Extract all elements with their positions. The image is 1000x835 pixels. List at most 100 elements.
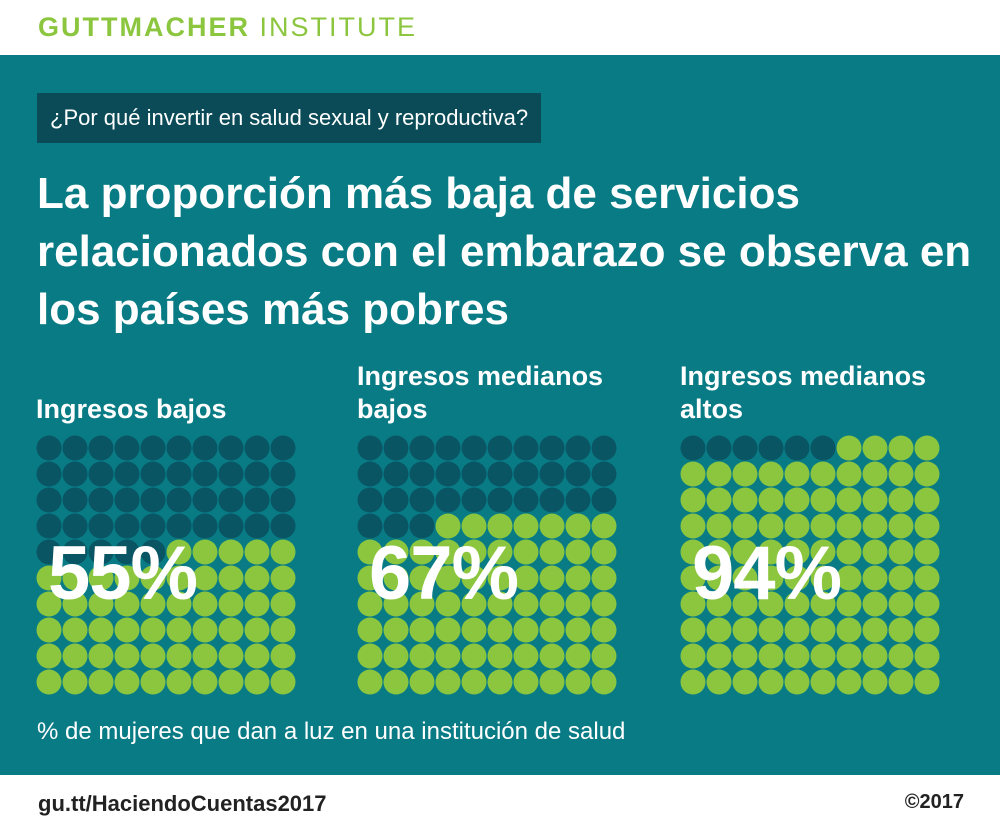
waffle-dot-filled [383, 643, 409, 669]
waffle-dot-filled [810, 539, 836, 565]
waffle-dot-filled [192, 539, 218, 565]
waffle-dot-filled [680, 513, 706, 539]
waffle-dot-filled [862, 565, 888, 591]
waffle-dot-empty [62, 539, 88, 565]
waffle-dot-filled [591, 539, 617, 565]
waffle-dot-filled [836, 513, 862, 539]
waffle-dot-empty [140, 539, 166, 565]
waffle-dot-filled [565, 643, 591, 669]
brand-name-bold: GUTTMACHER [38, 12, 250, 42]
waffle-dot-empty [435, 487, 461, 513]
waffle-dot-filled [680, 461, 706, 487]
waffle-dot-empty [36, 539, 62, 565]
waffle-dot-filled [862, 513, 888, 539]
waffle-dot-empty [36, 461, 62, 487]
waffle-dot-empty [218, 435, 244, 461]
waffle-dot-filled [270, 617, 296, 643]
waffle-dot-filled [513, 565, 539, 591]
waffle-dot-filled [914, 617, 940, 643]
waffle-dot-filled [357, 539, 383, 565]
waffle-dot-empty [192, 461, 218, 487]
waffle-dot-filled [244, 643, 270, 669]
waffle-dot-filled [192, 669, 218, 695]
brand-name-light: INSTITUTE [259, 12, 417, 42]
waffle-dot-filled [706, 513, 732, 539]
waffle-dot-filled [862, 591, 888, 617]
waffle-dot-filled [888, 487, 914, 513]
footer-url[interactable]: gu.tt/HaciendoCuentas2017 [38, 791, 327, 816]
waffle-dot-filled [487, 565, 513, 591]
waffle-dot-filled [409, 539, 435, 565]
waffle-dot-filled [706, 617, 732, 643]
waffle-dot-filled [192, 643, 218, 669]
waffle-dot-empty [140, 513, 166, 539]
waffle-dot-empty [409, 435, 435, 461]
waffle-dot-filled [487, 591, 513, 617]
waffle-dot-filled [62, 617, 88, 643]
waffle-dot-filled [192, 565, 218, 591]
waffle-dot-empty [565, 461, 591, 487]
waffle-dot-filled [435, 643, 461, 669]
waffle-dot-filled [357, 643, 383, 669]
waffle-dot-empty [192, 435, 218, 461]
waffle-dot-filled [888, 669, 914, 695]
waffle-dot-filled [435, 617, 461, 643]
waffle-dot-filled [88, 669, 114, 695]
waffle-dot-empty [383, 513, 409, 539]
waffle-dot-filled [732, 513, 758, 539]
waffle-dot-empty [166, 487, 192, 513]
waffle-grid [680, 435, 940, 695]
waffle-dot-filled [383, 539, 409, 565]
waffle-dot-filled [862, 539, 888, 565]
waffle-dot-empty [88, 539, 114, 565]
waffle-dot-filled [513, 643, 539, 669]
waffle-dot-empty [114, 487, 140, 513]
waffle-dot-empty [539, 461, 565, 487]
waffle-dot-empty [357, 461, 383, 487]
waffle-dot-filled [88, 617, 114, 643]
waffle-dot-filled [732, 643, 758, 669]
group-label: Ingresos medianos altos [680, 361, 927, 424]
waffle-dot-empty [140, 461, 166, 487]
waffle-dot-filled [140, 565, 166, 591]
waffle-dot-filled [836, 461, 862, 487]
waffle-dot-empty [409, 513, 435, 539]
waffle-dot-empty [784, 435, 810, 461]
waffle-dot-filled [140, 617, 166, 643]
waffle-dot-filled [888, 435, 914, 461]
waffle-dot-empty [62, 435, 88, 461]
waffle-dot-empty [140, 487, 166, 513]
waffle-dot-filled [810, 513, 836, 539]
waffle-dot-empty [270, 487, 296, 513]
waffle-dot-empty [435, 461, 461, 487]
waffle-dot-empty [357, 487, 383, 513]
waffle-dot-empty [409, 487, 435, 513]
waffle-dot-filled [784, 643, 810, 669]
waffle-dot-empty [357, 513, 383, 539]
waffle-dot-filled [591, 591, 617, 617]
waffle-dot-filled [732, 461, 758, 487]
waffle-dot-filled [461, 591, 487, 617]
waffle-dot-filled [244, 539, 270, 565]
waffle-dot-empty [114, 461, 140, 487]
waffle-dot-filled [218, 617, 244, 643]
waffle-dot-filled [218, 565, 244, 591]
waffle-dot-filled [409, 565, 435, 591]
waffle-dot-filled [680, 565, 706, 591]
waffle-dot-filled [758, 617, 784, 643]
waffle-dot-filled [244, 617, 270, 643]
waffle-dot-filled [36, 643, 62, 669]
waffle-dot-filled [862, 435, 888, 461]
waffle-dot-empty [62, 461, 88, 487]
waffle-dot-filled [565, 565, 591, 591]
waffle-dot-filled [435, 669, 461, 695]
waffle-dot-filled [810, 487, 836, 513]
waffle-dot-filled [461, 643, 487, 669]
group-percent: 94% [692, 531, 842, 616]
waffle-dot-empty [706, 435, 732, 461]
waffle-dot-empty [114, 513, 140, 539]
waffle-dot-empty [36, 435, 62, 461]
waffle-dot-empty [513, 435, 539, 461]
waffle-dot-empty [758, 435, 784, 461]
waffle-dot-filled [758, 513, 784, 539]
